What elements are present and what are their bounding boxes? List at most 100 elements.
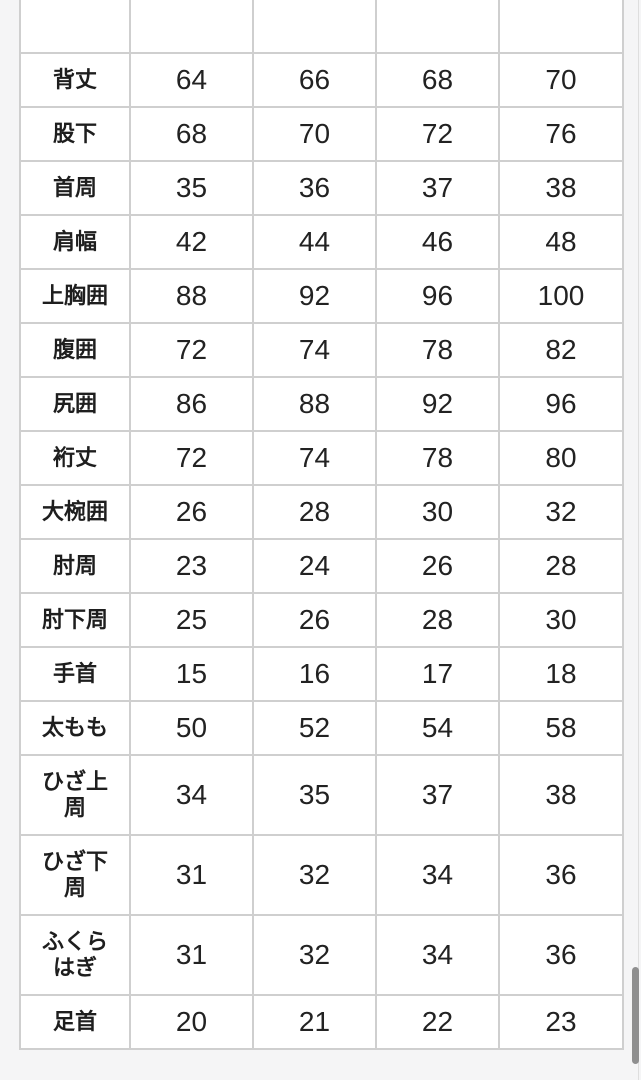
table-row: 手首 15 16 17 18 (19, 646, 624, 702)
cell-value: 20 (129, 993, 254, 1050)
cell-value: 22 (375, 993, 500, 1050)
cell-value: 66 (252, 52, 377, 108)
cell-value: 58 (498, 700, 624, 756)
cell-value: 34 (375, 833, 500, 916)
row-label: 腹囲 (19, 322, 131, 378)
cell-value: 72 (129, 322, 254, 378)
cell-value: 16 (252, 646, 377, 702)
cell-value: 34 (375, 913, 500, 996)
cell-value: 37 (375, 754, 500, 836)
cell-value: 72 (375, 106, 500, 162)
row-label: 大椀囲 (19, 484, 131, 540)
cell-value: 68 (129, 106, 254, 162)
table-row: 肘下周 25 26 28 30 (19, 592, 624, 648)
cell-value: 31 (129, 833, 254, 916)
cell-value: 24 (252, 538, 377, 594)
row-label: 太もも (19, 700, 131, 756)
cell-value: 21 (252, 993, 377, 1050)
cell-value: 92 (375, 376, 500, 432)
cell-value: 28 (375, 592, 500, 648)
cell-value: 26 (252, 592, 377, 648)
cell-value: 17 (375, 646, 500, 702)
cell-value: 38 (498, 160, 624, 216)
row-label: 股下 (19, 106, 131, 162)
cell-value: 36 (252, 160, 377, 216)
row-label: 尻囲 (19, 376, 131, 432)
cell-value (498, 0, 624, 54)
row-label: 肘周 (19, 538, 131, 594)
cell-value: 44 (252, 214, 377, 270)
row-label (19, 0, 131, 54)
cell-value (129, 0, 254, 54)
cell-value: 100 (498, 268, 624, 324)
row-label: 足首 (19, 993, 131, 1050)
table-row: 肘周 23 24 26 28 (19, 538, 624, 594)
table-row: 尻囲 86 88 92 96 (19, 376, 624, 432)
table-row: ふくらはぎ 31 32 34 36 (19, 913, 624, 996)
cell-value: 46 (375, 214, 500, 270)
cell-value: 68 (375, 52, 500, 108)
cell-value: 70 (498, 52, 624, 108)
cell-value: 28 (498, 538, 624, 594)
cell-value (375, 0, 500, 54)
cell-value: 36 (498, 833, 624, 916)
size-table-container: 背丈 64 66 68 70 股下 68 70 72 76 首周 35 36 37 38 肩幅 42 44 46 48… (19, 0, 624, 1050)
cell-value: 34 (129, 754, 254, 836)
cell-value: 35 (129, 160, 254, 216)
cell-value: 25 (129, 592, 254, 648)
cell-value: 30 (498, 592, 624, 648)
cell-value: 50 (129, 700, 254, 756)
cell-value: 36 (498, 913, 624, 996)
row-label: 背丈 (19, 52, 131, 108)
size-table: 背丈 64 66 68 70 股下 68 70 72 76 首周 35 36 37 38 肩幅 42 44 46 48… (19, 0, 624, 1050)
cell-value: 54 (375, 700, 500, 756)
row-label: 裄丈 (19, 430, 131, 486)
row-label: 上胸囲 (19, 268, 131, 324)
cell-value: 78 (375, 430, 500, 486)
table-row: 上胸囲 88 92 96 100 (19, 268, 624, 324)
row-label: ふくらはぎ (19, 913, 131, 996)
cell-value: 48 (498, 214, 624, 270)
table-row: 首周 35 36 37 38 (19, 160, 624, 216)
row-label: 肘下周 (19, 592, 131, 648)
cell-value: 32 (252, 913, 377, 996)
table-row: 大椀囲 26 28 30 32 (19, 484, 624, 540)
cell-value: 70 (252, 106, 377, 162)
table-row: 足首 20 21 22 23 (19, 993, 624, 1050)
cell-value: 80 (498, 430, 624, 486)
row-label: ひざ下周 (19, 833, 131, 916)
scrollbar-track (638, 0, 639, 1080)
table-row: 股下 68 70 72 76 (19, 106, 624, 162)
row-label: 手首 (19, 646, 131, 702)
cell-value: 35 (252, 754, 377, 836)
row-label: 首周 (19, 160, 131, 216)
cell-value: 18 (498, 646, 624, 702)
cell-value: 96 (498, 376, 624, 432)
cell-value: 31 (129, 913, 254, 996)
table-row-partial (19, 0, 624, 54)
cell-value: 72 (129, 430, 254, 486)
cell-value: 86 (129, 376, 254, 432)
table-row: ひざ上周 34 35 37 38 (19, 754, 624, 836)
cell-value: 64 (129, 52, 254, 108)
cell-value: 26 (129, 484, 254, 540)
cell-value: 96 (375, 268, 500, 324)
row-label: 肩幅 (19, 214, 131, 270)
cell-value: 82 (498, 322, 624, 378)
cell-value: 42 (129, 214, 254, 270)
cell-value: 28 (252, 484, 377, 540)
cell-value: 30 (375, 484, 500, 540)
cell-value: 52 (252, 700, 377, 756)
cell-value: 15 (129, 646, 254, 702)
cell-value: 88 (129, 268, 254, 324)
cell-value: 32 (498, 484, 624, 540)
scrollbar-thumb[interactable] (632, 967, 639, 1064)
cell-value (252, 0, 377, 54)
table-row: 太もも 50 52 54 58 (19, 700, 624, 756)
table-row: 腹囲 72 74 78 82 (19, 322, 624, 378)
cell-value: 78 (375, 322, 500, 378)
table-row: 背丈 64 66 68 70 (19, 52, 624, 108)
cell-value: 76 (498, 106, 624, 162)
table-row: ひざ下周 31 32 34 36 (19, 833, 624, 916)
cell-value: 38 (498, 754, 624, 836)
